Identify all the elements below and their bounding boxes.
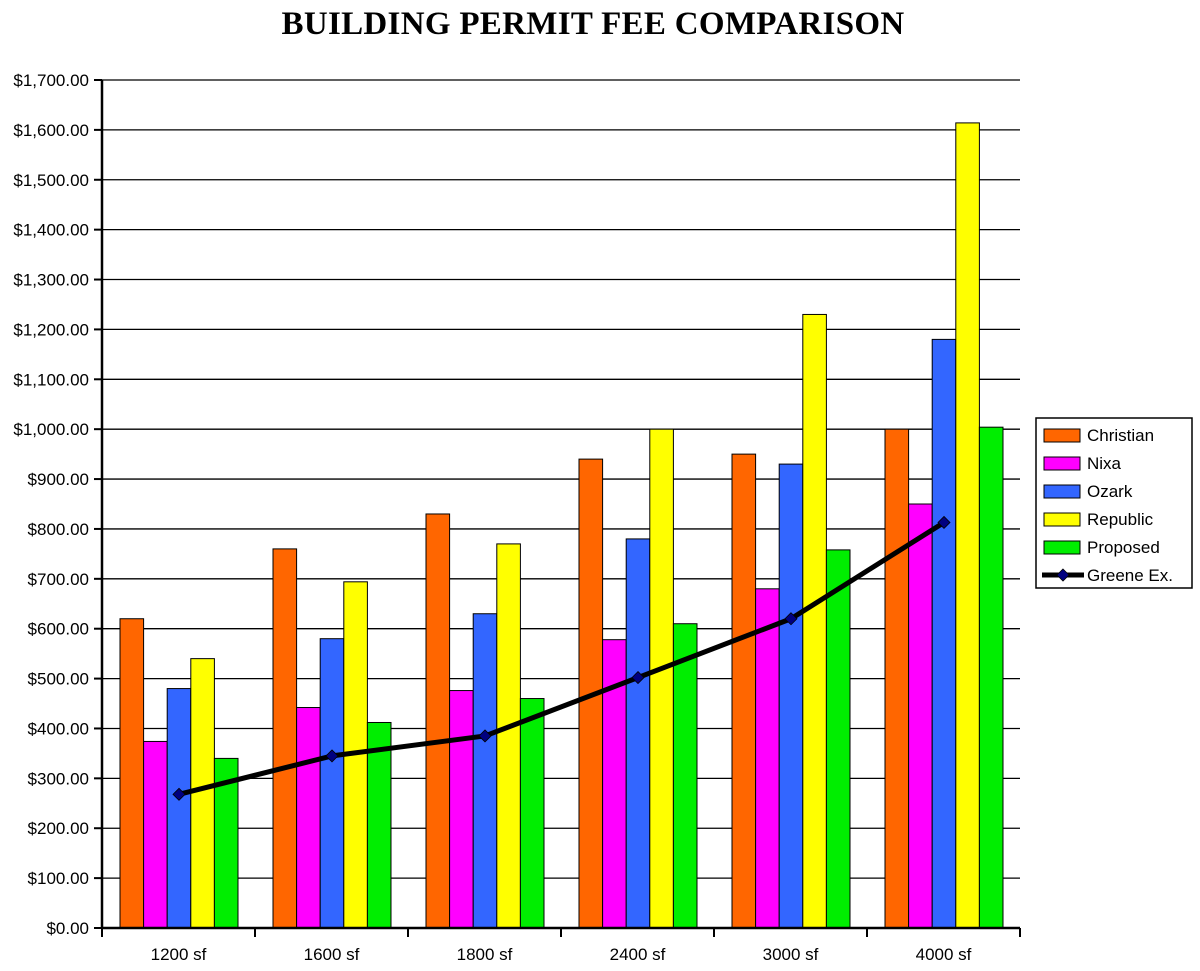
legend-swatch-nixa — [1043, 456, 1081, 471]
legend-box — [1035, 417, 1193, 589]
legend-swatch-christian — [1043, 428, 1081, 443]
bar-republic — [955, 122, 980, 929]
bar-proposed — [825, 549, 851, 929]
line-marker — [784, 612, 798, 626]
line-marker — [937, 515, 951, 530]
y-tick-label: $800.00 — [28, 520, 89, 539]
legend-swatch-ozark — [1043, 484, 1081, 499]
chart-title: BUILDING PERMIT FEE COMPARISON — [281, 6, 905, 42]
bar-ozark — [625, 538, 651, 929]
bar-proposed — [672, 623, 698, 929]
y-tick-label: $1,300.00 — [13, 271, 89, 290]
bar-nixa — [755, 588, 780, 929]
x-tick-label: 2400 sf — [610, 945, 666, 964]
line-marker — [325, 749, 339, 763]
line-series — [172, 515, 951, 801]
bar-ozark — [319, 638, 345, 929]
bar-ozark — [166, 688, 192, 929]
legend-swatch-republic — [1043, 512, 1081, 527]
y-tick-label: $900.00 — [28, 470, 89, 489]
x-tick-label: 1200 sf — [151, 945, 207, 964]
x-tick-label: 1600 sf — [304, 945, 360, 964]
bar-christian — [119, 618, 145, 929]
y-tick-label: $1,100.00 — [13, 370, 89, 389]
bar-republic — [496, 543, 521, 929]
y-tick-label: $1,600.00 — [13, 121, 89, 140]
bar-republic — [649, 428, 674, 929]
x-tick-label: 3000 sf — [763, 945, 819, 964]
bar-christian — [731, 453, 757, 929]
y-tick-label: $1,500.00 — [13, 171, 89, 190]
bar-nixa — [449, 690, 474, 929]
legend-swatch-proposed — [1043, 540, 1081, 555]
bar-proposed — [978, 426, 1004, 929]
x-tick-label: 4000 sf — [916, 945, 972, 964]
bar-series — [119, 122, 1004, 929]
bar-republic — [802, 313, 827, 929]
bar-christian — [272, 548, 298, 929]
legend-label-proposed: Proposed — [1087, 538, 1160, 557]
y-tick-label: $400.00 — [28, 719, 89, 738]
line-marker — [172, 787, 186, 801]
line-marker — [478, 729, 492, 743]
y-tick-label: $700.00 — [28, 570, 89, 589]
bar-nixa — [296, 707, 321, 929]
bar-nixa — [143, 740, 168, 929]
legend: Christian Nixa Ozark Republic Proposed Greene… — [1035, 417, 1193, 589]
y-tick-label: $1,000.00 — [13, 420, 89, 439]
y-tick-label: $1,400.00 — [13, 221, 89, 240]
line-marker — [631, 671, 645, 685]
bar-nixa — [908, 503, 933, 929]
bar-ozark — [931, 338, 957, 929]
bar-proposed — [519, 698, 545, 929]
y-tick-label: $600.00 — [28, 620, 89, 639]
legend-label-republic: Republic — [1087, 510, 1154, 529]
bar-christian — [425, 513, 451, 929]
y-tick-label: $200.00 — [28, 819, 89, 838]
y-tick-label: $1,200.00 — [13, 320, 89, 339]
line-greene-ex — [178, 520, 946, 797]
legend-label-ozark: Ozark — [1087, 482, 1133, 501]
x-tick-label: 1800 sf — [457, 945, 513, 964]
y-tick-label: $300.00 — [28, 769, 89, 788]
y-tick-label: $500.00 — [28, 670, 89, 689]
y-tick-label: $0.00 — [46, 919, 89, 938]
y-tick-label: $1,700.00 — [13, 71, 89, 90]
gridlines — [102, 79, 1020, 879]
y-tick-label: $100.00 — [28, 869, 89, 888]
legend-label-greene-ex: Greene Ex. — [1087, 566, 1173, 585]
bar-ozark — [778, 463, 804, 929]
legend-marker-greene-ex — [1056, 568, 1070, 582]
bar-ozark — [472, 613, 498, 929]
axes: $0.00 $100.00 $200.00 $300.00 $400.00 $500.00… — [13, 71, 1021, 964]
bar-christian — [884, 428, 910, 929]
legend-label-nixa: Nixa — [1087, 454, 1122, 473]
legend-label-christian: Christian — [1087, 426, 1154, 445]
bar-republic — [190, 658, 215, 929]
